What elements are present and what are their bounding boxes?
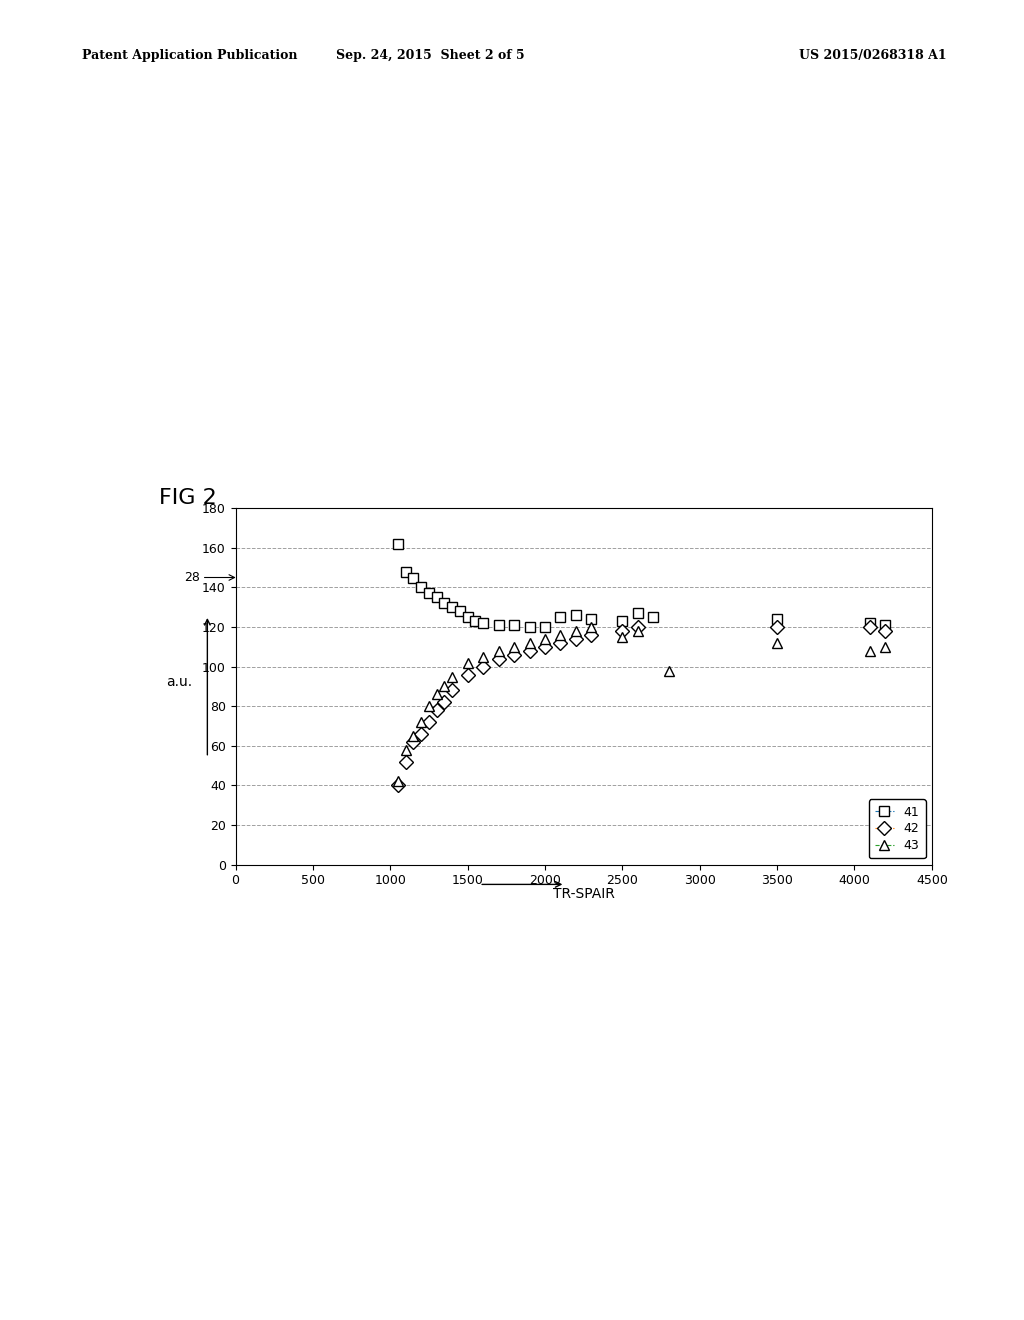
41	[423, 586, 435, 602]
Line: 41: 41	[393, 539, 890, 632]
Text: Patent Application Publication: Patent Application Publication	[82, 49, 297, 62]
41	[569, 607, 582, 623]
41	[586, 611, 598, 627]
41	[446, 599, 459, 615]
43	[446, 668, 459, 684]
Text: a.u.: a.u.	[166, 676, 193, 689]
41	[399, 564, 412, 579]
Text: Sep. 24, 2015  Sheet 2 of 5: Sep. 24, 2015 Sheet 2 of 5	[336, 49, 524, 62]
43	[569, 623, 582, 639]
42	[493, 651, 505, 667]
41	[408, 570, 420, 586]
43	[430, 686, 442, 702]
Text: 28: 28	[183, 572, 200, 583]
42	[399, 754, 412, 770]
42	[408, 734, 420, 750]
43	[864, 643, 877, 659]
41	[523, 619, 536, 635]
43	[586, 619, 598, 635]
42	[477, 659, 489, 675]
42	[446, 682, 459, 698]
42	[508, 647, 520, 663]
42	[864, 619, 877, 635]
43	[523, 635, 536, 651]
43	[438, 678, 451, 694]
43	[415, 714, 427, 730]
42	[554, 635, 566, 651]
43	[392, 774, 404, 789]
43	[477, 649, 489, 665]
Text: US 2015/0268318 A1: US 2015/0268318 A1	[799, 49, 946, 62]
41	[771, 611, 783, 627]
42	[569, 631, 582, 647]
43	[632, 623, 644, 639]
41	[864, 615, 877, 631]
Text: TR-SPAIR: TR-SPAIR	[553, 887, 614, 902]
41	[616, 612, 629, 630]
42	[392, 777, 404, 793]
Legend: 41, 42, 43: 41, 42, 43	[868, 800, 926, 858]
42	[771, 619, 783, 635]
41	[554, 610, 566, 626]
42	[462, 667, 474, 682]
Line: 43: 43	[393, 622, 890, 787]
41	[415, 579, 427, 595]
43	[493, 643, 505, 659]
41	[539, 619, 551, 635]
43	[539, 631, 551, 647]
42	[438, 694, 451, 710]
41	[469, 612, 481, 630]
43	[423, 698, 435, 714]
41	[462, 610, 474, 626]
41	[647, 610, 659, 626]
41	[508, 618, 520, 634]
41	[430, 589, 442, 605]
43	[408, 729, 420, 744]
42	[616, 623, 629, 639]
43	[771, 635, 783, 651]
42	[632, 619, 644, 635]
43	[880, 639, 892, 655]
Text: FIG 2: FIG 2	[159, 488, 216, 508]
42	[423, 714, 435, 730]
43	[616, 630, 629, 645]
42	[539, 639, 551, 655]
43	[663, 663, 675, 678]
41	[880, 618, 892, 634]
41	[392, 536, 404, 552]
42	[430, 702, 442, 718]
41	[632, 605, 644, 622]
43	[462, 655, 474, 671]
42	[523, 643, 536, 659]
Line: 42: 42	[393, 622, 890, 791]
42	[586, 627, 598, 643]
41	[493, 618, 505, 634]
41	[477, 615, 489, 631]
42	[415, 726, 427, 742]
43	[554, 627, 566, 643]
43	[508, 639, 520, 655]
43	[399, 742, 412, 758]
41	[454, 603, 466, 619]
41	[438, 595, 451, 611]
42	[880, 623, 892, 639]
